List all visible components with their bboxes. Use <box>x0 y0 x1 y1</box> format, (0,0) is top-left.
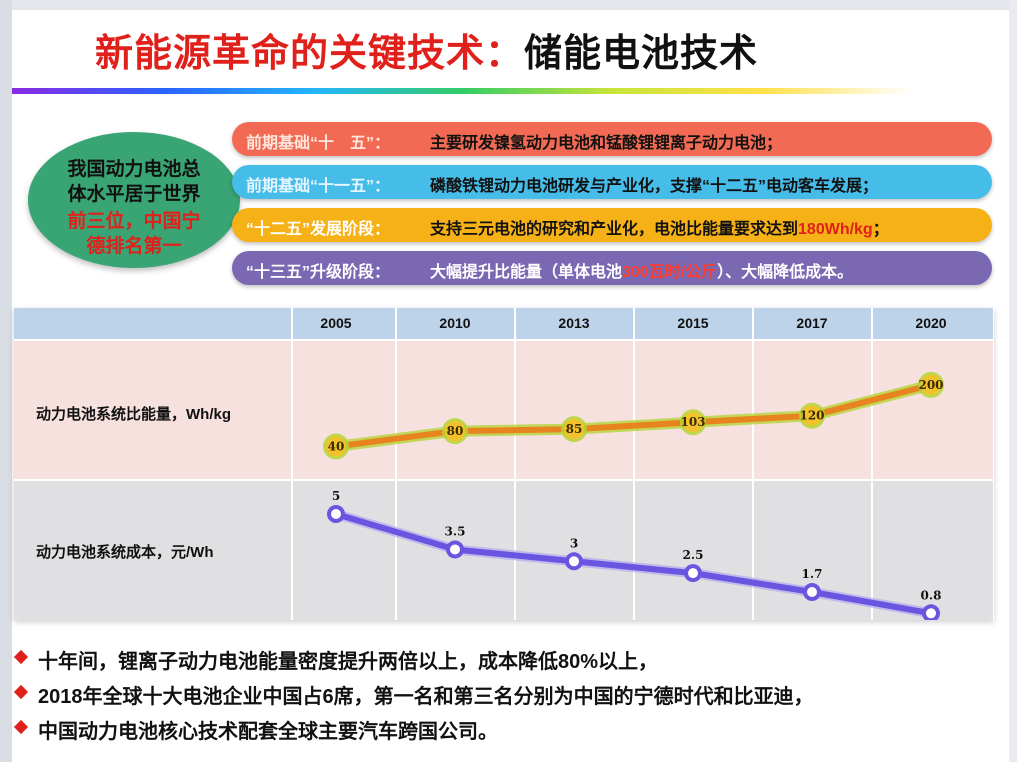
energy-value-label-2013: 85 <box>566 422 583 436</box>
slide-title-part2: 储能电池技术 <box>524 33 759 75</box>
energy-value-label-2005: 40 <box>328 439 345 453</box>
bullet-text: 中国动力电池核心技术配套全球主要汽车跨国公司。 <box>38 721 498 743</box>
stage-label: “十三五”升级阶段： <box>246 264 391 281</box>
stage-label: 前期基础“十 五”： <box>246 135 391 152</box>
diamond-bullet-icon <box>13 649 29 665</box>
energy-value-label-2010: 80 <box>447 424 464 438</box>
year-header-2013: 2013 <box>558 315 590 331</box>
energy-row-label: 动力电池系统比能量，Wh/kg <box>36 406 231 423</box>
energy-point-2020 <box>921 374 941 395</box>
cost-line <box>333 511 934 617</box>
stage-12th-five-year: “十二五”发展阶段： 支持三元电池的研究和产业化，电池比能量要求达到180Wh/… <box>232 208 992 242</box>
frame-top <box>0 0 1017 10</box>
energy-value-label-2017: 120 <box>799 409 824 423</box>
battery-data-table: 2005 2010 2013 2015 2017 2020 动力电池系统比能量，Wh/kg… <box>14 308 994 620</box>
stage-label: 前期基础“十一五”： <box>246 178 391 195</box>
diamond-bullet-icon <box>13 684 29 700</box>
cost-value-label-2017: 1.7 <box>802 567 823 581</box>
frame-right <box>1009 0 1017 762</box>
stage-11th-five-year: 前期基础“十一五”： 磷酸铁锂动力电池研发与产业化，支撑“十二五”电动客车发展； <box>232 165 992 199</box>
energy-point-2010 <box>445 421 465 442</box>
cost-value-label-2013: 3 <box>570 536 578 550</box>
year-header-2010: 2010 <box>439 315 471 331</box>
energy-point-2013 <box>564 419 584 440</box>
cost-value-label-2005: 5 <box>332 489 340 503</box>
bullet-text: 2018年全球十大电池企业中国占6席，第一名和第三名分别为中国的宁德时代和比亚迪… <box>38 686 814 708</box>
energy-value-label-2015: 103 <box>680 415 705 429</box>
cost-row-label: 动力电池系统成本，元/Wh <box>36 544 214 561</box>
cost-point-2013 <box>569 556 579 567</box>
cost-value-label-2015: 2.5 <box>683 548 704 562</box>
year-header-2020: 2020 <box>915 315 947 331</box>
cost-point-2010 <box>450 544 460 555</box>
stage-highlight: 300瓦时/公斤 <box>622 264 718 281</box>
cost-point-2017 <box>807 587 817 598</box>
stage-text: 支持三元电池的研究和产业化，电池比能量要求达到 <box>430 221 799 238</box>
cost-point-2020 <box>926 608 936 619</box>
stage-text: 大幅提升比能量（单体电池 <box>430 264 623 281</box>
stage-suffix: ）、大幅降低成本。 <box>717 264 854 281</box>
diamond-bullet-icon <box>13 719 29 735</box>
summary-line-4: 德排名第一 <box>86 236 182 257</box>
year-header-2015: 2015 <box>677 315 709 331</box>
summary-line-3: 前三位，中国宁 <box>67 211 201 232</box>
stage-text: 主要研发镍氢动力电池和锰酸锂锂离子动力电池； <box>430 135 783 152</box>
stage-highlight: 180Wh/kg <box>798 221 873 238</box>
bullet-text: 十年间，锂离子动力电池能量密度提升两倍以上，成本降低80%以上， <box>38 651 659 673</box>
cost-point-2015 <box>688 568 698 579</box>
cost-value-label-2010: 3.5 <box>445 524 466 538</box>
summary-line-2: 体水平居于世界 <box>67 184 201 205</box>
stage-10th-five-year: 前期基础“十 五”： 主要研发镍氢动力电池和锰酸锂锂离子动力电池； <box>232 122 992 156</box>
year-header-row <box>14 308 994 340</box>
stage-13th-five-year: “十三五”升级阶段： 大幅提升比能量（单体电池300瓦时/公斤）、大幅降低成本。 <box>232 251 992 285</box>
stage-suffix: ； <box>872 221 889 238</box>
energy-value-label-2020: 200 <box>918 378 943 392</box>
energy-point-2015 <box>683 412 703 433</box>
energy-point-2005 <box>326 436 346 457</box>
summary-ellipse: 我国动力电池总 体水平居于世界 前三位，中国宁 德排名第一 <box>28 132 240 268</box>
cost-value-label-2020: 0.8 <box>921 588 942 602</box>
slide-title-part1: 新能源革命的关键技术： <box>95 33 525 75</box>
cost-point-2005 <box>331 509 341 519</box>
year-header-2005: 2005 <box>320 315 352 331</box>
stage-text: 磷酸铁锂动力电池研发与产业化，支撑“十二五”电动客车发展； <box>430 178 879 195</box>
slide-title: 新能源革命的关键技术：储能电池技术 <box>95 22 759 75</box>
rainbow-divider <box>12 88 912 94</box>
stage-label: “十二五”发展阶段： <box>246 221 391 238</box>
summary-line-1: 我国动力电池总 <box>67 159 201 180</box>
energy-density-line <box>333 381 934 450</box>
year-header-2017: 2017 <box>796 315 828 331</box>
energy-point-2017 <box>802 405 822 426</box>
frame-left <box>0 0 12 762</box>
